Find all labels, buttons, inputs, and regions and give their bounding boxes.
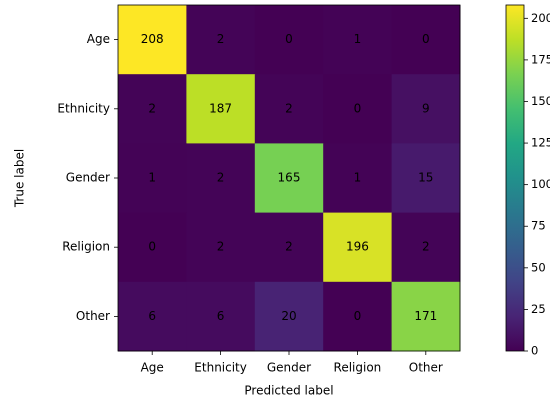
- x-tick-label: Age: [141, 361, 164, 375]
- heatmap-cell: [118, 74, 187, 144]
- cell-label: 2: [217, 171, 225, 185]
- heatmap-cell: [186, 74, 256, 144]
- y-tick-label: Age: [87, 32, 110, 46]
- colorbar-tick-label: 0: [531, 344, 538, 358]
- x-tick-label: Other: [409, 361, 443, 375]
- cell-label: 0: [354, 309, 362, 323]
- cell-label: 15: [418, 171, 433, 185]
- colorbar-tick-label: 25: [531, 302, 546, 316]
- colorbar-tick-label: 200: [531, 11, 550, 25]
- heatmap-cell: [391, 74, 461, 144]
- cell-label: 2: [148, 101, 156, 115]
- cell-label: 6: [148, 309, 156, 323]
- heatmap-cell: [118, 281, 187, 352]
- colorbar-tick-label: 175: [531, 52, 550, 66]
- heatmap-cell: [254, 143, 324, 214]
- y-tick-label: Ethnicity: [57, 101, 110, 115]
- heatmap-cell: [391, 281, 461, 352]
- cell-label: 2: [217, 32, 225, 46]
- y-tick-label: Gender: [66, 171, 110, 185]
- cell-label: 2: [422, 240, 430, 254]
- y-tick-label: Religion: [62, 240, 110, 254]
- cell-label: 171: [414, 309, 437, 323]
- cell-label: 0: [354, 101, 362, 115]
- cell-label: 2: [285, 101, 293, 115]
- heatmap-cell: [391, 212, 461, 283]
- heatmap-cell: [323, 212, 393, 283]
- cell-label: 208: [141, 32, 164, 46]
- x-tick-label: Gender: [267, 361, 311, 375]
- colorbar-tick-label: 125: [531, 136, 550, 150]
- heatmap-cell: [323, 281, 393, 352]
- heatmap-cell: [186, 281, 256, 352]
- heatmap-cell: [323, 74, 393, 144]
- x-tick-label: Ethnicity: [194, 361, 247, 375]
- cell-label: 20: [281, 309, 296, 323]
- heatmap-cell: [254, 281, 324, 352]
- heatmap-cell: [186, 5, 256, 75]
- cell-label: 1: [354, 171, 362, 185]
- cell-label: 165: [278, 171, 301, 185]
- heatmap-cell: [118, 212, 187, 283]
- heatmap-cell: [186, 143, 256, 214]
- colorbar: [505, 4, 525, 352]
- heatmap-cell: [323, 143, 393, 214]
- colorbar-tick-label: 75: [531, 219, 546, 233]
- cell-label: 2: [285, 240, 293, 254]
- heatmap-cell: [323, 5, 393, 75]
- cell-label: 1: [148, 171, 156, 185]
- heatmap-cell: [391, 5, 461, 75]
- cell-label: 2: [217, 240, 225, 254]
- y-tick-label: Other: [76, 309, 110, 323]
- heatmap-cell: [254, 74, 324, 144]
- cell-label: 0: [422, 32, 430, 46]
- heatmap-cell: [118, 143, 187, 214]
- heatmap-cell: [254, 5, 324, 75]
- heatmap-cell: [254, 212, 324, 283]
- cell-label: 0: [148, 240, 156, 254]
- cell-label: 196: [346, 240, 369, 254]
- x-tick-label: Religion: [334, 361, 382, 375]
- cell-label: 187: [209, 101, 232, 115]
- cell-label: 1: [354, 32, 362, 46]
- y-axis-label: True label: [13, 149, 27, 208]
- cell-label: 9: [422, 101, 430, 115]
- x-axis-label: Predicted label: [244, 384, 333, 398]
- colorbar-tick-label: 50: [531, 260, 546, 274]
- cell-label: 0: [285, 32, 293, 46]
- colorbar-tick-label: 100: [531, 177, 550, 191]
- colorbar-tick-label: 150: [531, 94, 550, 108]
- heatmap-cell: [118, 5, 187, 75]
- heatmap-cell: [186, 212, 256, 283]
- heatmap-cell: [391, 143, 461, 214]
- cell-label: 6: [217, 309, 225, 323]
